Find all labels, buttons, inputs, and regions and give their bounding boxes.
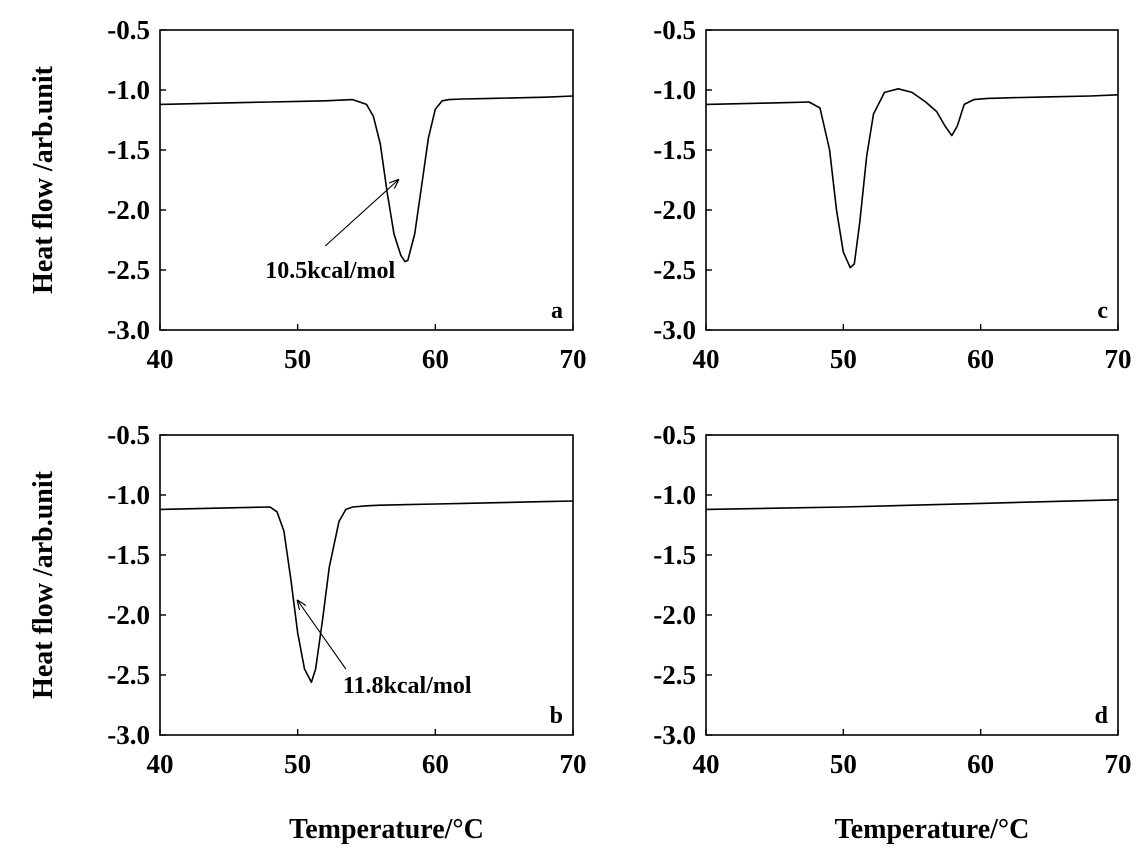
x-tick-label: 60 <box>422 344 449 374</box>
y-tick-label: -1.5 <box>653 135 696 165</box>
y-tick-label: -0.5 <box>107 15 150 45</box>
y-tick-label: -0.5 <box>653 15 696 45</box>
y-tick-label: -0.5 <box>107 420 150 450</box>
y-tick-label: -1.5 <box>653 540 696 570</box>
y-tick-label: -1.0 <box>107 480 150 510</box>
y-tick-label: -2.5 <box>107 660 150 690</box>
enthalpy-annotation: 11.8kcal/mol <box>343 673 472 699</box>
x-tick-label: 50 <box>830 344 857 374</box>
annotation-arrow <box>324 180 398 247</box>
panel-letter: a <box>551 298 563 324</box>
panel-d: -0.5 -1.0 -1.5 -2.0 -2.5 -3.040 50 60 70 d Tempera… <box>653 420 1131 845</box>
x-tick-label: 50 <box>284 344 311 374</box>
x-axis-title: Temperature/°C <box>835 814 1030 845</box>
y-axis-title: Heat flow /arb.unit <box>28 65 59 294</box>
annotation-arrow <box>298 601 347 670</box>
x-tick-label: 40 <box>147 749 174 779</box>
plot-frame <box>159 434 574 736</box>
y-tick-label: -2.0 <box>107 600 150 630</box>
y-tick-label: -2.5 <box>107 255 150 285</box>
x-tick-label: 70 <box>1105 344 1132 374</box>
dsc-curve-c <box>705 88 1119 269</box>
panel-b: -0.5 -1.0 -1.5 -2.0 -2.5 -3.040 50 60 70 b 11.8kca… <box>28 420 587 845</box>
y-tick-label: -1.0 <box>107 75 150 105</box>
y-tick-label: -0.5 <box>653 420 696 450</box>
x-tick-label: 70 <box>560 749 587 779</box>
x-tick-label: 40 <box>693 749 720 779</box>
panel-letter: b <box>550 703 563 729</box>
y-tick-label: -1.5 <box>107 135 150 165</box>
y-tick-label: -3.0 <box>653 720 696 750</box>
y-tick-label: -3.0 <box>653 315 696 345</box>
y-tick-label: -1.0 <box>653 480 696 510</box>
y-tick-label: -2.5 <box>653 660 696 690</box>
y-axis-title: Heat flow /arb.unit <box>28 470 59 699</box>
y-tick-label: -1.0 <box>653 75 696 105</box>
dsc-curve-d <box>705 499 1119 511</box>
dsc-curve-a <box>159 95 574 263</box>
x-tick-label: 50 <box>830 749 857 779</box>
panel-c: -0.5 -1.0 -1.5 -2.0 -2.5 -3.040 50 60 70 c <box>653 15 1131 374</box>
y-tick-label: -3.0 <box>107 720 150 750</box>
panel-letter: c <box>1097 298 1108 324</box>
x-tick-label: 70 <box>560 344 587 374</box>
x-tick-label: 60 <box>967 749 994 779</box>
y-tick-label: -1.5 <box>107 540 150 570</box>
dsc-curve-b <box>159 500 574 684</box>
y-tick-label: -3.0 <box>107 315 150 345</box>
x-tick-label: 70 <box>1105 749 1132 779</box>
y-tick-label: -2.0 <box>653 195 696 225</box>
y-tick-label: -2.0 <box>653 600 696 630</box>
y-tick-label: -2.5 <box>653 255 696 285</box>
x-tick-label: 60 <box>422 749 449 779</box>
plot-frame <box>159 29 574 331</box>
x-axis-title: Temperature/°C <box>289 814 484 845</box>
plot-frame <box>705 434 1119 736</box>
x-tick-label: 40 <box>147 344 174 374</box>
x-tick-label: 60 <box>967 344 994 374</box>
panel-letter: d <box>1095 703 1109 729</box>
plot-frame <box>705 29 1119 331</box>
x-tick-label: 40 <box>693 344 720 374</box>
x-tick-label: 50 <box>284 749 311 779</box>
y-tick-label: -2.0 <box>107 195 150 225</box>
enthalpy-annotation: 10.5kcal/mol <box>265 258 395 284</box>
panel-a: -0.5 -1.0 -1.5 -2.0 -2.5 -3.040 50 60 70 a 10.5kca… <box>28 15 587 374</box>
